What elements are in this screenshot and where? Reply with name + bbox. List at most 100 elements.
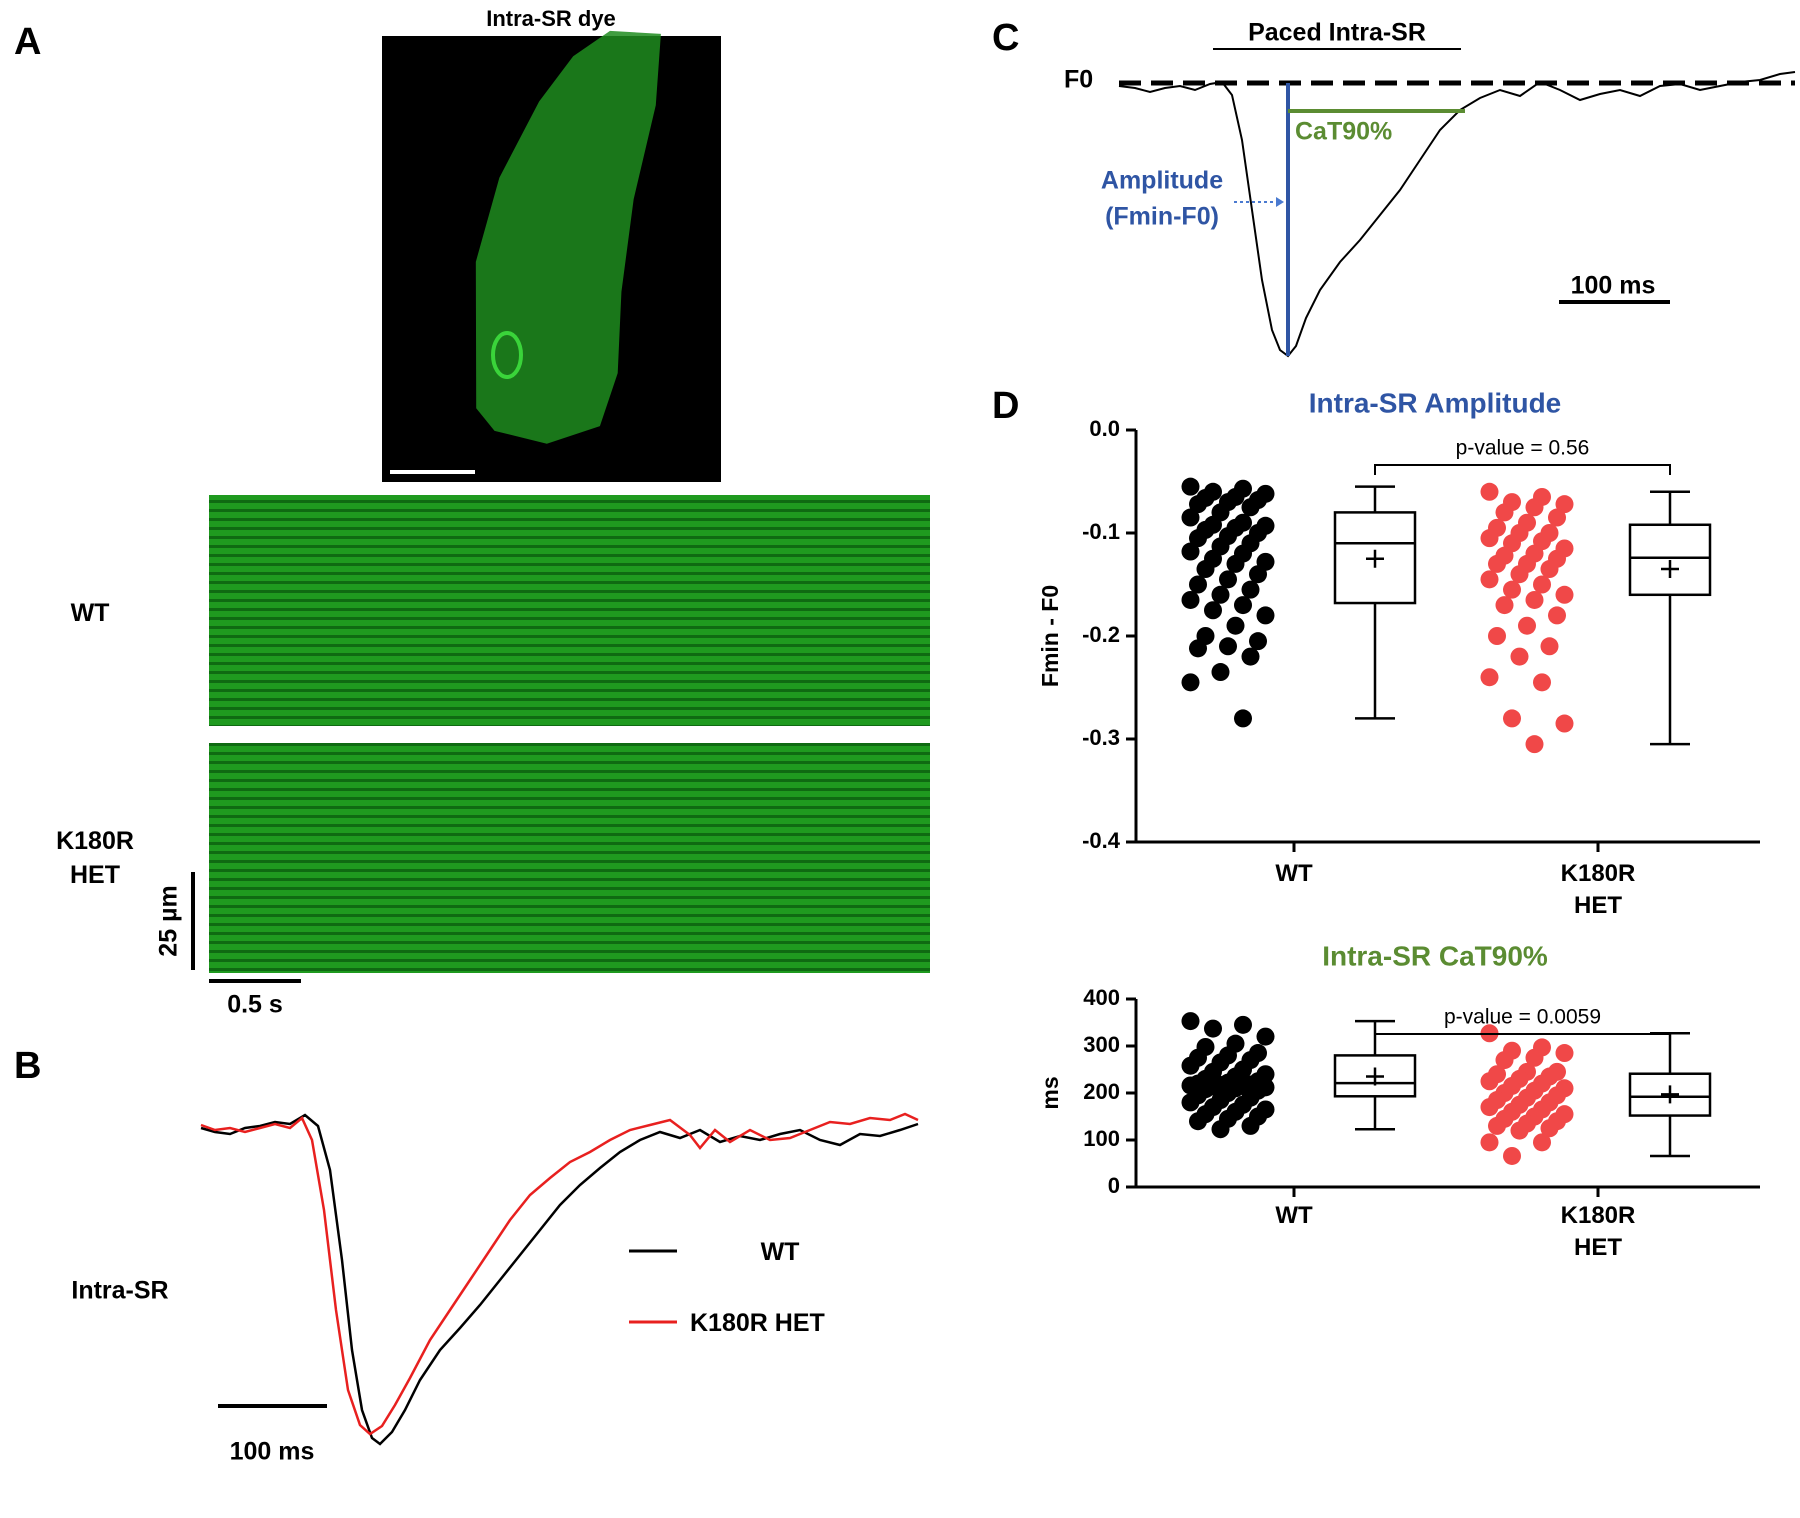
panel-label: D <box>992 385 1019 427</box>
legend-label: K180R HET <box>690 1309 825 1337</box>
panel-label: B <box>14 1045 41 1087</box>
data-point <box>1211 1120 1230 1139</box>
y-tick-label: 300 <box>1083 1032 1120 1057</box>
data-point <box>1211 663 1230 682</box>
annotation: p-value = 0.56 <box>1456 437 1590 460</box>
data-point <box>1256 606 1275 625</box>
data-point <box>1241 1116 1260 1135</box>
data-point <box>1181 590 1200 609</box>
data-point <box>1249 565 1267 584</box>
baseline-label: F0 <box>1064 66 1093 94</box>
data-point <box>1480 529 1499 548</box>
data-point <box>1495 1051 1514 1070</box>
data-point <box>1226 554 1245 573</box>
data-point <box>1204 601 1222 620</box>
data-point <box>1503 709 1521 728</box>
data-point <box>1196 560 1215 579</box>
mean-marker <box>1661 560 1679 579</box>
data-point <box>1241 580 1260 599</box>
data-point <box>1533 673 1551 692</box>
trace <box>200 1113 919 1446</box>
data-point <box>1510 1121 1529 1140</box>
data-point <box>1480 482 1499 501</box>
chart-title: Intra-SR CaT90% <box>1322 940 1548 971</box>
data-point <box>1540 637 1559 656</box>
data-point <box>1480 1133 1499 1152</box>
image-title: Intra-SR dye <box>486 6 616 31</box>
scale-label: 25 µm <box>155 885 183 956</box>
kymograph <box>209 743 930 973</box>
y-axis-label: ms <box>1037 1076 1063 1109</box>
data-point <box>1510 647 1529 666</box>
data-point <box>1181 1012 1200 1031</box>
trace <box>1118 71 1796 358</box>
scale-label: 0.5 s <box>227 991 283 1019</box>
legend-label: WT <box>760 1238 800 1266</box>
data-point <box>1540 1119 1559 1138</box>
data-point <box>1480 1098 1499 1117</box>
y-tick-label: -0.2 <box>1082 622 1120 647</box>
panel-label: A <box>14 21 41 63</box>
scale-label: 100 ms <box>1571 272 1656 300</box>
data-point <box>1241 647 1260 666</box>
data-point <box>1555 585 1574 604</box>
data-point <box>1480 1072 1499 1091</box>
x-tick-label: K180R HET <box>1560 860 1636 920</box>
amplitude-label: (Fmin-F0) <box>1105 203 1219 231</box>
significance-bracket <box>1374 464 1671 475</box>
data-point <box>1249 632 1267 651</box>
data-point <box>1488 1116 1506 1135</box>
data-point <box>1533 575 1551 594</box>
y-tick-label: 0.0 <box>1089 416 1120 441</box>
data-point <box>1540 560 1559 579</box>
y-tick-label: 0 <box>1108 1173 1120 1198</box>
mean-marker <box>1661 1085 1679 1104</box>
data-point <box>1189 529 1207 548</box>
data-point <box>1525 590 1544 609</box>
data-point <box>1234 1015 1252 1034</box>
data-point <box>1226 616 1245 635</box>
data-point <box>1488 554 1506 573</box>
row-label: K180R HET <box>56 827 134 889</box>
box <box>1628 523 1712 597</box>
data-point <box>1219 637 1237 656</box>
data-point <box>1503 580 1521 599</box>
pointer-head <box>1276 197 1284 207</box>
x-tick-label: WT <box>1275 860 1313 887</box>
y-tick-label: 200 <box>1083 1079 1120 1104</box>
data-point <box>1548 606 1566 625</box>
trace <box>200 1112 919 1436</box>
data-point <box>1488 627 1506 645</box>
scale-label: 100 ms <box>230 1438 315 1466</box>
chart-title: Intra-SR Amplitude <box>1309 387 1562 418</box>
data-point <box>1533 1133 1551 1152</box>
data-point <box>1495 503 1514 522</box>
data-point <box>1480 668 1499 687</box>
panel-title: Paced Intra-SR <box>1248 19 1426 47</box>
data-point <box>1503 1146 1521 1165</box>
amplitude-label: Amplitude <box>1101 167 1223 195</box>
data-point <box>1256 1027 1275 1046</box>
data-point <box>1555 495 1574 514</box>
data-point <box>1211 585 1230 604</box>
data-point <box>1510 565 1529 584</box>
data-point <box>1181 673 1200 692</box>
data-point <box>1181 1056 1200 1075</box>
row-label: WT <box>70 599 110 627</box>
data-point <box>1555 714 1574 733</box>
data-point <box>1181 542 1200 561</box>
y-tick-label: 400 <box>1083 985 1120 1010</box>
annotation: p-value = 0.0059 <box>1444 1006 1601 1029</box>
data-point <box>1241 498 1260 517</box>
data-point <box>1555 1044 1574 1063</box>
data-point <box>1181 1093 1200 1112</box>
data-point <box>1181 508 1200 527</box>
data-point <box>1189 575 1207 594</box>
decay-label: CaT90% <box>1295 118 1392 146</box>
data-point <box>1219 570 1237 589</box>
trace-label: Intra-SR <box>71 1277 168 1305</box>
x-tick-label: WT <box>1275 1202 1313 1229</box>
data-point <box>1525 735 1544 754</box>
